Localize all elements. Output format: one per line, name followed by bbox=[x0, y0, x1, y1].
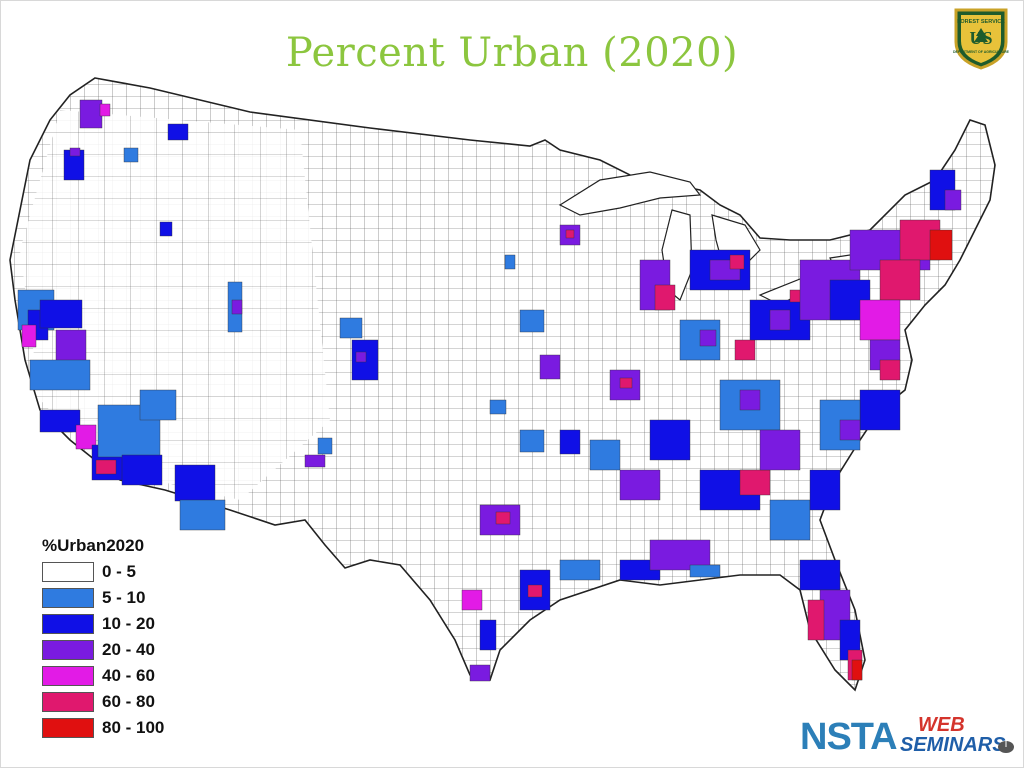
legend-swatch bbox=[42, 562, 94, 582]
legend-swatch bbox=[42, 614, 94, 634]
nsta-web-text: WEB bbox=[918, 714, 965, 736]
legend-item: 20 - 40 bbox=[42, 637, 212, 663]
western-counties bbox=[20, 110, 330, 500]
legend-item: 0 - 5 bbox=[42, 559, 212, 585]
legend-label: 20 - 40 bbox=[102, 640, 155, 659]
legend-label: 80 - 100 bbox=[102, 718, 165, 737]
legend-item: 80 - 100 bbox=[42, 715, 212, 741]
nsta-web-seminars-logo: NSTA WEB SEMINARS bbox=[800, 712, 1016, 760]
legend-item: 60 - 80 bbox=[42, 689, 212, 715]
legend-swatch bbox=[42, 718, 94, 738]
usfs-text-top: FOREST SERVICE bbox=[957, 19, 1005, 25]
legend-swatch bbox=[42, 588, 94, 608]
legend-item: 5 - 10 bbox=[42, 585, 212, 611]
legend-swatch bbox=[42, 666, 94, 686]
nsta-wordmark: NSTA bbox=[800, 716, 898, 758]
legend-title: %Urban2020 bbox=[42, 536, 145, 555]
nsta-seminars-text: SEMINARS bbox=[900, 734, 1006, 756]
legend-swatch bbox=[42, 692, 94, 712]
legend-item: 10 - 20 bbox=[42, 611, 212, 637]
legend-label: 60 - 80 bbox=[102, 692, 155, 711]
forest-service-shield-icon: FOREST SERVICE US DEPARTMENT OF AGRICULT… bbox=[953, 8, 1010, 70]
urban-county-fills bbox=[17, 99, 962, 682]
legend-label: 40 - 60 bbox=[102, 666, 155, 685]
usfs-text-bottom: DEPARTMENT OF AGRICULTURE bbox=[953, 50, 1010, 54]
legend-label: 5 - 10 bbox=[102, 588, 146, 607]
lake-superior bbox=[558, 171, 702, 216]
map-legend: %Urban2020 0 - 5 5 - 10 10 - 20 20 - 40 … bbox=[42, 536, 212, 741]
legend-label: 0 - 5 bbox=[102, 562, 137, 581]
legend-item: 40 - 60 bbox=[42, 663, 212, 689]
legend-label: 10 - 20 bbox=[102, 614, 155, 633]
slide-title: Percent Urban (2020) bbox=[285, 30, 739, 76]
mouse-icon bbox=[998, 741, 1014, 753]
legend-swatch bbox=[42, 640, 94, 660]
